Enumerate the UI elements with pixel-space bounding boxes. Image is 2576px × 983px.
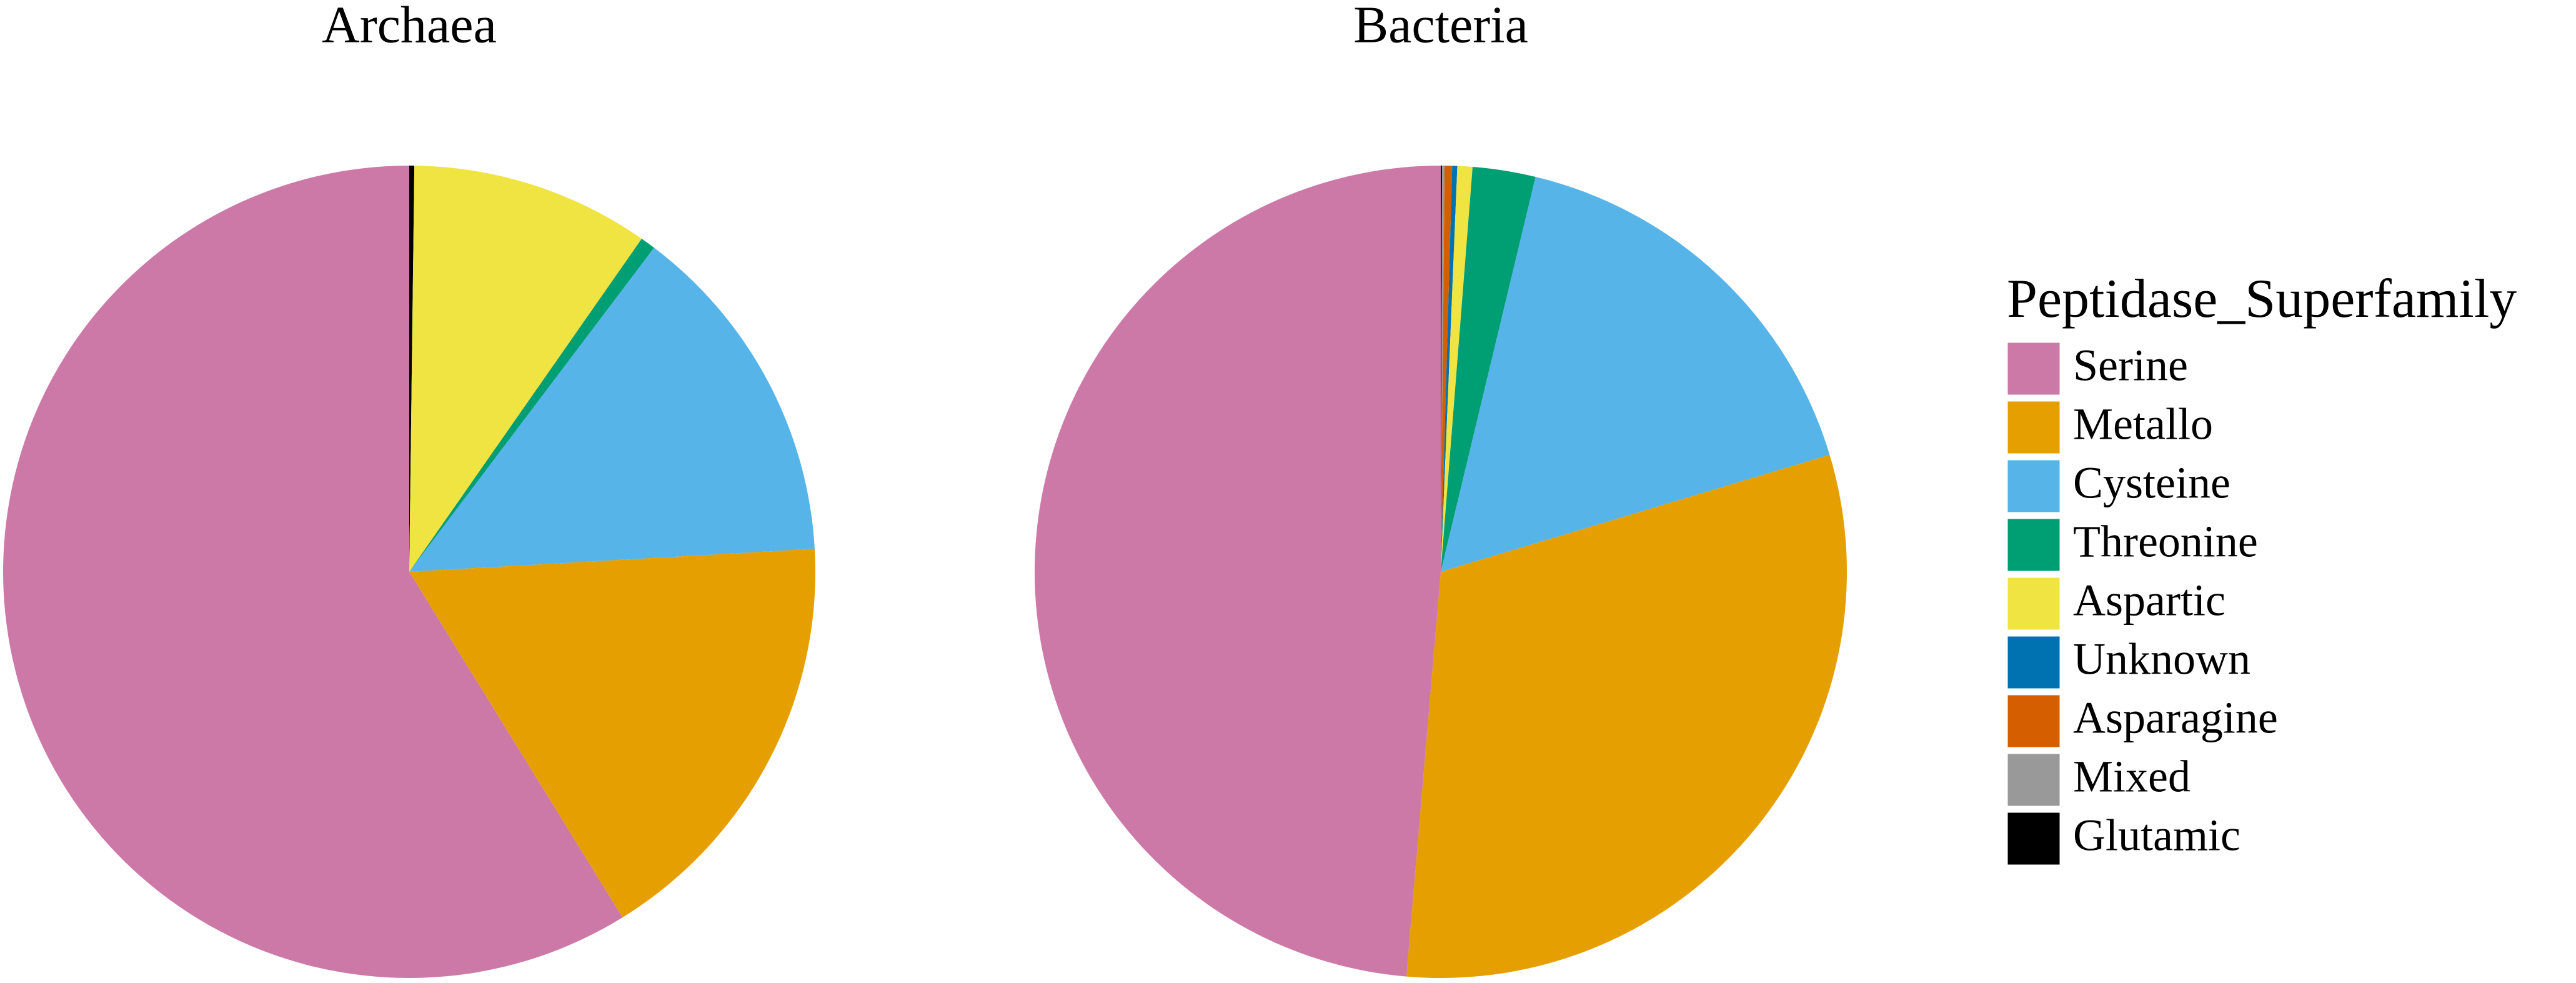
pie-slice (409, 166, 415, 572)
legend-key (2006, 399, 2062, 456)
chart-title: Archaea (322, 0, 497, 54)
legend-label: Asparagine (2073, 693, 2278, 743)
legend-label: Aspartic (2073, 576, 2225, 626)
pie-slice (409, 247, 815, 572)
pie-slice (1441, 176, 1830, 572)
pie-slice (3, 165, 623, 978)
legend-label: Unknown (2073, 634, 2250, 684)
legend-label: Glutamic (2073, 811, 2240, 861)
legend-label: Serine (2073, 341, 2188, 391)
legend-key (2006, 811, 2062, 867)
legend-key (2006, 634, 2062, 691)
legend-label: Threonine (2073, 517, 2258, 567)
pie-slice (1441, 166, 1458, 572)
legend-key (2006, 458, 2062, 514)
pie-slice (1441, 167, 1536, 572)
pie-slice (409, 166, 642, 572)
legend-label: Metallo (2073, 399, 2213, 449)
chart-title: Bacteria (1353, 0, 1528, 54)
pie-slice (409, 549, 816, 918)
pie-slice (1441, 166, 1473, 572)
pie-slice (1441, 166, 1443, 572)
pie-slice (1406, 454, 1847, 979)
pie-slice (1035, 166, 1441, 977)
legend-key (2006, 752, 2062, 808)
pie-slice (409, 239, 654, 572)
legend-key (2006, 341, 2062, 397)
legend-key (2006, 576, 2062, 632)
legend-label: Mixed (2073, 752, 2191, 802)
legend-label: Cysteine (2073, 458, 2230, 508)
legend-title: Peptidase_Superfamily (2007, 269, 2517, 329)
legend-key (2006, 693, 2062, 749)
pie-slice (1441, 166, 1453, 572)
legend-key (2006, 517, 2062, 573)
pie-slice (1441, 166, 1445, 572)
